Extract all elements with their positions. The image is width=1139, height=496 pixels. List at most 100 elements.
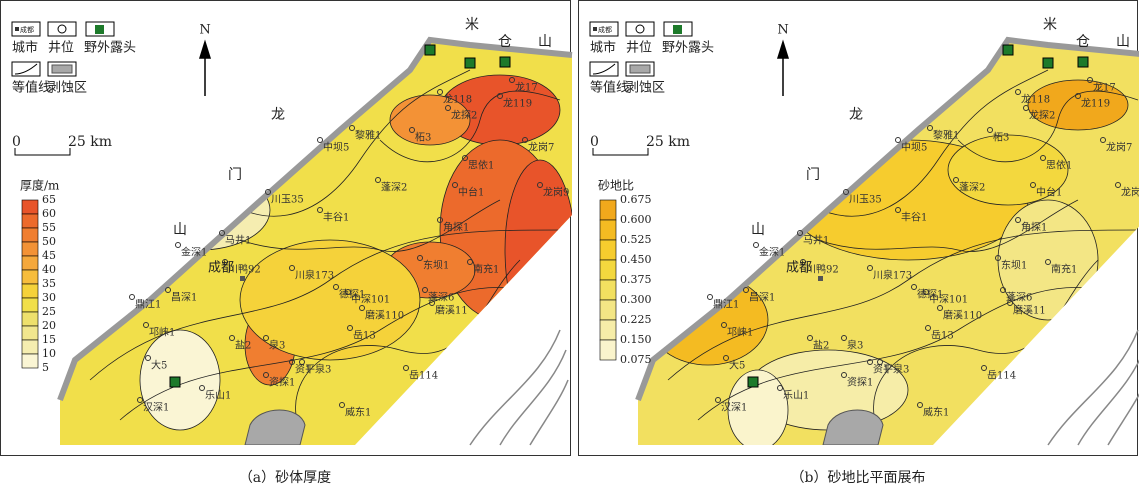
colorbar-swatch	[600, 340, 616, 360]
well-label: 昌深1	[749, 292, 775, 304]
colorbar-swatch	[22, 256, 38, 270]
mountain-label: 仓	[1076, 34, 1090, 50]
well-label: 川泉173	[873, 269, 912, 282]
well-label: 中深101	[929, 293, 968, 306]
well-label: 角探1	[1021, 221, 1047, 234]
well-label: 东坝1	[1001, 259, 1027, 272]
city-marker	[818, 276, 823, 281]
colorbar-label: 0.600	[620, 213, 652, 226]
colorbar-label: 65	[42, 193, 56, 206]
colorbar-label: 45	[42, 249, 56, 262]
mountain-label: 仓	[498, 34, 512, 50]
well-label: 金深1	[181, 246, 207, 259]
well-label: 南充1	[1051, 263, 1077, 276]
outcrop-icon	[1078, 57, 1088, 67]
colorbar-label: 0.075	[620, 353, 652, 366]
colorbar-label: 55	[42, 221, 56, 234]
colorbar-swatch	[600, 200, 616, 220]
well-label: 中深101	[351, 293, 390, 306]
well-label: 蓬深6	[428, 292, 454, 304]
well-label: 龙17	[515, 81, 538, 94]
well-label: 龙探2	[1029, 109, 1055, 122]
colorbar-swatch	[22, 284, 38, 298]
mountain-label: 山	[173, 222, 187, 238]
well-label: 龙岗7	[1106, 141, 1132, 154]
mountain-label: 山	[538, 34, 552, 50]
colorbar-swatch	[600, 260, 616, 280]
colorbar-swatch	[22, 242, 38, 256]
colorbar-swatch	[22, 228, 38, 242]
colorbar-label: 5	[42, 361, 49, 374]
legend-outcrop-icon	[673, 25, 682, 34]
outcrop-icon	[500, 57, 510, 67]
outcrop-icon	[748, 377, 758, 387]
outcrop-icon	[465, 58, 475, 68]
colorbar-label: 0.675	[620, 193, 652, 206]
colorbar-label: 0.375	[620, 273, 652, 286]
well-label: 岳114	[987, 370, 1016, 382]
colorbar-swatch	[22, 298, 38, 312]
well-label: 川玉35	[271, 195, 304, 206]
colorbar-title: 厚度/m	[20, 178, 60, 193]
well-label: 邛崃1	[149, 327, 175, 339]
well-label: 金深1	[759, 246, 785, 259]
well-label: 思依1	[1046, 159, 1072, 172]
colorbar-swatch	[22, 326, 38, 340]
well-label: 鼎江1	[135, 299, 161, 311]
legend-item-label: 等值线	[12, 80, 51, 96]
legend-item-label: 野外露头	[84, 41, 136, 56]
legend-item-label: 城市	[12, 40, 38, 56]
well-label: 威东1	[345, 406, 371, 419]
well-label: 资探1	[847, 376, 873, 389]
well-label: 中台1	[1036, 186, 1062, 199]
well-label: 中坝5	[323, 141, 349, 154]
legend-item-label: 剥蚀区	[48, 81, 87, 96]
well-label: 昌深1	[171, 292, 197, 304]
well-label: 龙119	[503, 97, 532, 110]
north-label: N	[199, 23, 210, 38]
outcrop-icon	[1003, 45, 1013, 55]
mountain-label: 米	[465, 17, 479, 33]
well-label: 大5	[151, 359, 167, 372]
well-label: 岳13	[353, 330, 376, 342]
well-label: 汉深1	[143, 402, 169, 414]
colorbar-swatch	[22, 270, 38, 284]
legend-city-dot	[593, 27, 597, 31]
colorbar-swatch	[22, 312, 38, 326]
colorbar-label: 0.450	[620, 253, 652, 266]
colorbar-swatch	[600, 320, 616, 340]
outcrop-icon	[1043, 58, 1053, 68]
colorbar-label: 0.300	[620, 293, 652, 306]
outcrop-icon	[170, 377, 180, 387]
well-label: 蓬深2	[959, 182, 985, 194]
well-label: 乐山1	[783, 390, 809, 402]
well-label: 蓬深6	[1006, 292, 1032, 304]
colorbar-label: 50	[42, 235, 56, 248]
colorbar-swatch	[600, 300, 616, 320]
panel: 龙门山米仓山中坝5黎雅1柘3龙118龙探2龙119龙17思依1龙岗7中台1龙岗9…	[578, 0, 1139, 456]
legend-city-dot	[15, 27, 19, 31]
colorbar-swatch	[600, 240, 616, 260]
well-label: 资1	[295, 364, 311, 376]
well-label: 泉3	[269, 339, 285, 352]
colorbar-label: 35	[42, 277, 56, 290]
legend-well-box	[626, 22, 654, 36]
well-label: 丰谷1	[323, 211, 349, 224]
well-label: 资1	[873, 364, 889, 376]
city-marker	[240, 276, 245, 281]
panel: 龙门山米仓山中坝5黎雅1柘3龙118龙探2龙119龙17思依1龙岗7中台1龙岗9…	[0, 0, 575, 456]
mountain-label: 山	[751, 222, 765, 238]
legend-item-label: 等值线	[590, 80, 629, 96]
legend-city-text: 成都	[598, 25, 612, 34]
well-label: 中坝5	[901, 141, 927, 154]
colorbar-label: 10	[42, 347, 56, 360]
well-label: 龙岗7	[528, 141, 554, 154]
mountain-label: 门	[228, 167, 242, 183]
colorbar-label: 0.225	[620, 313, 652, 326]
panel-caption: （b）砂地比平面展布	[791, 470, 926, 486]
well-label: 资探1	[269, 376, 295, 389]
legend-item-label: 井位	[626, 41, 652, 56]
well-label: 川泉173	[295, 269, 334, 282]
legend-item-label: 剥蚀区	[626, 81, 665, 96]
colorbar-title: 砂地比	[598, 179, 634, 193]
